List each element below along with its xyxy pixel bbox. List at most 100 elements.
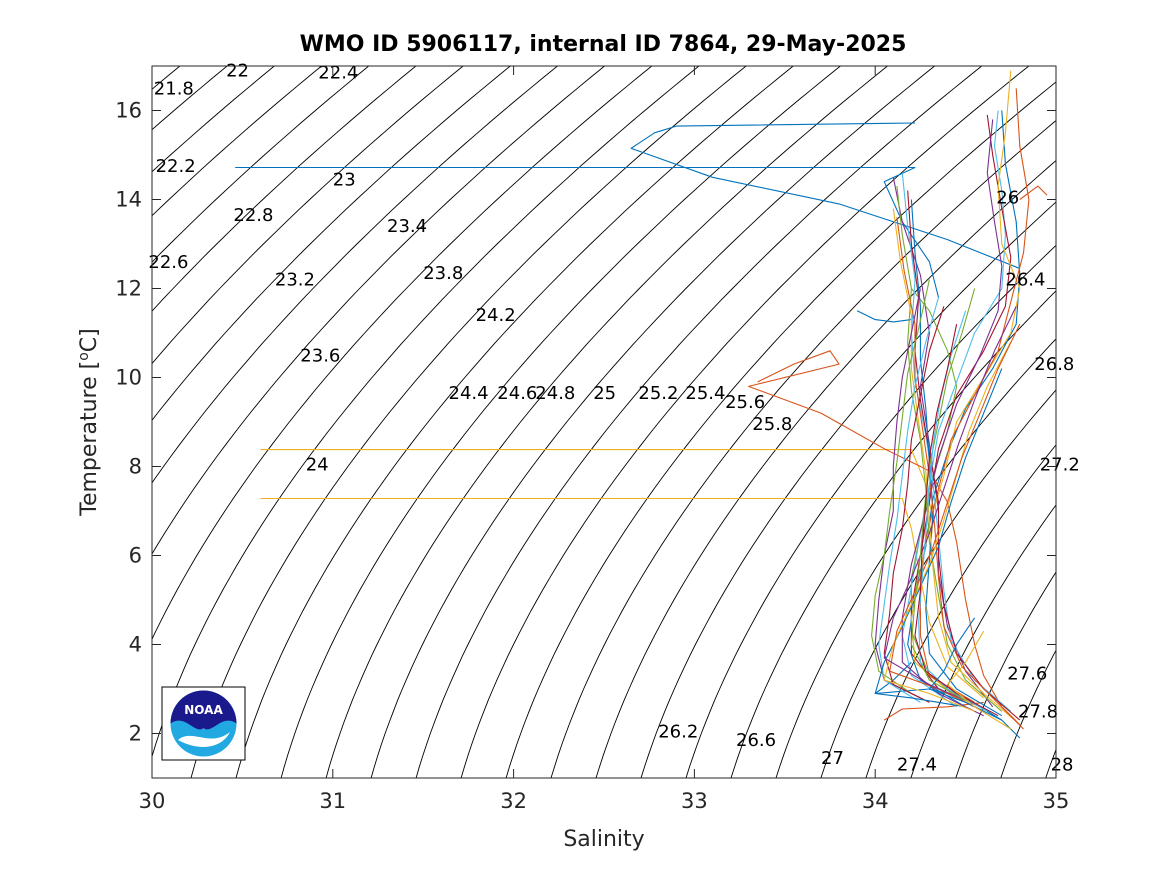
profile-line bbox=[919, 88, 1030, 703]
density-contour-line bbox=[152, 66, 700, 759]
density-contour-line bbox=[152, 66, 323, 217]
plot-area bbox=[152, 66, 1056, 778]
profile-line bbox=[901, 110, 1006, 708]
y-axis-label-superscript: o bbox=[76, 352, 92, 361]
profile-line bbox=[856, 310, 912, 323]
contour-label: 25.4 bbox=[685, 383, 725, 404]
y-tick-label: 14 bbox=[115, 188, 142, 212]
contour-label: 26 bbox=[996, 187, 1019, 208]
profile-line bbox=[910, 288, 976, 703]
density-contour-line bbox=[152, 66, 276, 173]
contour-label: 26.6 bbox=[736, 730, 776, 751]
profile-line bbox=[1019, 185, 1048, 200]
density-contour-line bbox=[190, 66, 747, 778]
density-contour-line bbox=[152, 66, 417, 312]
density-contour-line bbox=[505, 81, 1056, 778]
profile-line bbox=[892, 208, 1021, 726]
contour-label: 25.6 bbox=[725, 392, 765, 413]
density-contour-line bbox=[910, 504, 1056, 778]
x-tick-label: 32 bbox=[500, 789, 527, 813]
contour-label: 28 bbox=[1051, 755, 1074, 776]
contour-label: 22.6 bbox=[148, 252, 188, 273]
profile-line bbox=[910, 70, 1021, 699]
noaa-logo-text: NOAA bbox=[184, 703, 223, 717]
profile-line bbox=[883, 306, 1017, 708]
density-contour-line bbox=[152, 66, 606, 555]
contour-label: 22 bbox=[226, 61, 249, 82]
y-axis-label-unit: C] bbox=[77, 328, 102, 352]
density-contour-line bbox=[152, 66, 512, 421]
profile-line bbox=[907, 110, 1021, 708]
chart-title: WMO ID 5906117, internal ID 7864, 29-May… bbox=[300, 32, 907, 57]
density-contour-line bbox=[415, 66, 983, 778]
x-axis-label: Salinity bbox=[563, 827, 644, 852]
profile-line bbox=[901, 119, 1003, 717]
contour-label: 26.4 bbox=[1005, 270, 1045, 291]
profile-line bbox=[896, 217, 1024, 730]
x-tick-label: 31 bbox=[319, 789, 346, 813]
profile-series bbox=[235, 70, 1048, 739]
y-tick-label: 4 bbox=[129, 633, 142, 657]
profile-line bbox=[235, 166, 940, 298]
x-tick-label: 34 bbox=[862, 789, 889, 813]
y-tick-label: 10 bbox=[115, 366, 142, 390]
density-contour-line bbox=[325, 66, 889, 778]
profile-line bbox=[910, 199, 1003, 717]
contour-label: 25.8 bbox=[752, 414, 792, 435]
density-contour-line bbox=[280, 66, 842, 778]
density-contour-line bbox=[370, 66, 936, 778]
contour-label: 27.4 bbox=[897, 755, 937, 776]
profile-line bbox=[896, 186, 1003, 712]
profile-line bbox=[883, 701, 984, 721]
x-tick-label: 33 bbox=[681, 789, 708, 813]
x-tick-label: 35 bbox=[1043, 789, 1070, 813]
profile-line bbox=[874, 288, 921, 699]
contour-labels: 21.8 22 22.4 22.2 23 22.8 23.4 22.6 23.2 23.8 24.2… bbox=[148, 61, 1079, 776]
profile-line bbox=[878, 297, 940, 703]
density-contour-line bbox=[235, 66, 794, 778]
contour-label: 22.4 bbox=[318, 63, 358, 84]
contour-label: 24 bbox=[306, 454, 329, 475]
contour-label: 24.2 bbox=[476, 305, 516, 326]
contour-label: 23 bbox=[333, 170, 356, 191]
density-contour-line bbox=[820, 389, 1056, 778]
noaa-logo-upper-half bbox=[170, 690, 237, 730]
y-tick-label: 2 bbox=[129, 722, 142, 746]
profile-line bbox=[946, 630, 1012, 730]
density-contour-line bbox=[152, 66, 559, 484]
contour-label: 23.8 bbox=[423, 263, 463, 284]
contour-label: 27 bbox=[821, 748, 844, 769]
contour-label: 25.2 bbox=[638, 383, 678, 404]
density-contour-line bbox=[1000, 649, 1056, 778]
profile-line bbox=[907, 190, 1021, 721]
plot-frame bbox=[151, 65, 1057, 779]
profile-line bbox=[889, 323, 1021, 712]
profile-line bbox=[883, 306, 945, 703]
contour-label: 27.6 bbox=[1007, 663, 1047, 684]
contour-label: 23.4 bbox=[387, 216, 427, 237]
contour-label: 26.2 bbox=[658, 721, 698, 742]
density-contour-line bbox=[152, 66, 464, 365]
noaa-logo: NOAA bbox=[161, 686, 246, 761]
density-contour-line bbox=[460, 66, 1030, 778]
noaa-logo-bird bbox=[178, 732, 230, 747]
contour-label: 24.4 bbox=[449, 383, 489, 404]
contour-label: 23.6 bbox=[300, 345, 340, 366]
profile-line bbox=[871, 279, 930, 694]
profile-line bbox=[883, 341, 1012, 712]
density-contour-line bbox=[152, 66, 370, 263]
density-contours bbox=[152, 66, 1056, 778]
profile-line bbox=[928, 617, 1003, 721]
contour-label: 26.8 bbox=[1034, 354, 1074, 375]
x-axis-ticks: 30 31 32 33 34 35 bbox=[139, 66, 1070, 813]
contour-label: 21.8 bbox=[154, 78, 194, 99]
density-contour-line bbox=[152, 66, 653, 641]
density-contour-line bbox=[685, 244, 1056, 778]
contour-label: 25 bbox=[593, 383, 616, 404]
y-tick-label: 6 bbox=[129, 544, 142, 568]
contour-label: 27.2 bbox=[1040, 454, 1080, 475]
contour-label: 27.8 bbox=[1018, 701, 1058, 722]
profile-line bbox=[914, 323, 999, 717]
